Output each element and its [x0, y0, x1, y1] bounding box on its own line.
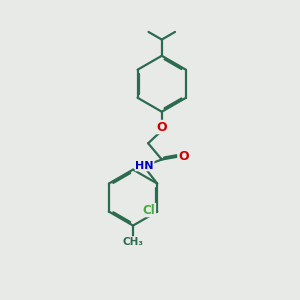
Text: HN: HN [135, 161, 154, 171]
Text: Cl: Cl [142, 204, 155, 217]
Text: O: O [157, 121, 167, 134]
Text: O: O [178, 150, 189, 163]
Text: CH₃: CH₃ [122, 237, 143, 247]
